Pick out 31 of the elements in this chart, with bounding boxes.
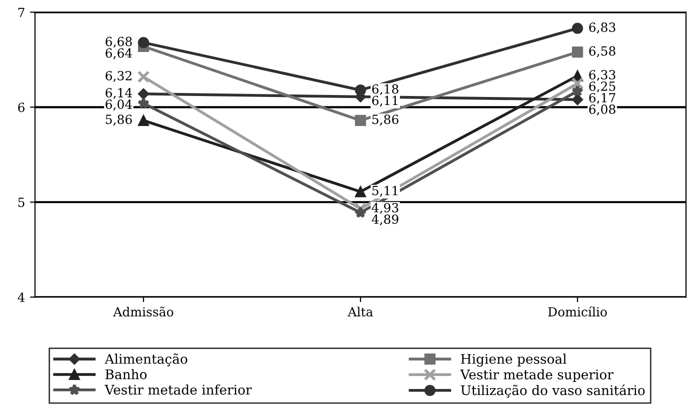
x-tick-label: Alta xyxy=(348,306,373,317)
data-label: 5,11 xyxy=(372,186,398,197)
data-label: 6,58 xyxy=(589,46,616,58)
data-label: 6,17 xyxy=(589,93,616,104)
data-label: 6,14 xyxy=(106,88,132,100)
legend-label: Vestir metade inferior xyxy=(104,384,252,395)
legend-label: Banho xyxy=(105,369,147,380)
data-label: 6,64 xyxy=(106,48,132,60)
data-label: 5,86 xyxy=(106,114,132,126)
data-label: 6,08 xyxy=(589,104,616,116)
data-label: 4,93 xyxy=(372,202,398,214)
legend-label: Vestir metade superior xyxy=(460,369,614,382)
data-label: 5,86 xyxy=(372,114,398,126)
data-label: 6,68 xyxy=(106,36,132,48)
data-label: 4,89 xyxy=(372,214,398,226)
y-tick-label: 4 xyxy=(18,292,25,302)
y-tick-label: 7 xyxy=(18,8,24,17)
legend-label: Utilização do vaso sanitário xyxy=(460,384,645,398)
data-label: 6,25 xyxy=(589,82,616,92)
y-tick-label: 6 xyxy=(18,102,24,112)
y-tick-label: 5 xyxy=(18,198,24,208)
x-tick-label: Admissão xyxy=(113,306,174,317)
data-label: 6,04 xyxy=(106,100,132,111)
data-label: 6,83 xyxy=(589,22,616,34)
data-label: 6,18 xyxy=(372,84,398,96)
data-label: 6,11 xyxy=(372,96,398,107)
data-label: 6,33 xyxy=(589,70,616,81)
x-tick-label: Domicílio xyxy=(548,306,607,317)
legend-label: Higiene pessoal xyxy=(461,354,566,367)
legend-label: Alimentação xyxy=(104,353,188,366)
data-label: 6,32 xyxy=(106,70,132,82)
